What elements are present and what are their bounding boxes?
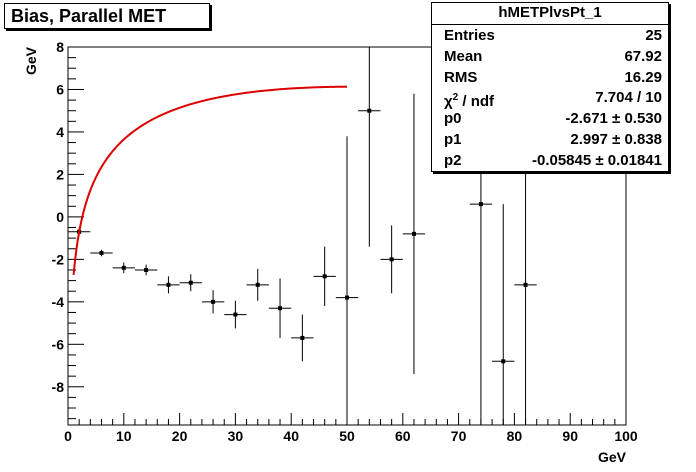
point-marker xyxy=(322,274,327,279)
y-tick-label: -6 xyxy=(52,336,65,352)
stats-label: p0 xyxy=(444,110,462,128)
point-marker xyxy=(411,231,416,236)
x-tick-label: 30 xyxy=(228,428,244,444)
y-tick-label: 0 xyxy=(56,209,64,225)
y-axis-label: GeV xyxy=(23,46,39,75)
point-marker xyxy=(188,280,193,285)
y-tick-label: -2 xyxy=(52,251,65,267)
chart-title: Bias, Parallel MET xyxy=(4,3,210,29)
stats-row: p0 -2.671 ± 0.530 xyxy=(432,108,668,129)
stats-row: p2 -0.05845 ± 0.01841 xyxy=(432,150,668,171)
point-marker xyxy=(166,282,171,287)
data-point xyxy=(402,93,426,375)
data-point xyxy=(112,262,135,274)
point-marker xyxy=(501,359,506,364)
point-marker xyxy=(345,295,349,300)
data-point xyxy=(179,274,202,292)
point-marker xyxy=(211,299,216,304)
data-point xyxy=(358,47,381,247)
data-point xyxy=(157,276,180,294)
stats-title: hMETPlvsPt_1 xyxy=(432,3,668,25)
x-tick-label: 70 xyxy=(451,428,467,444)
point-marker xyxy=(389,257,394,262)
data-point xyxy=(201,290,225,314)
stats-label: p2 xyxy=(444,151,462,169)
y-tick-label: -8 xyxy=(52,379,65,395)
data-point xyxy=(90,249,113,257)
x-tick-label: 0 xyxy=(64,428,72,444)
y-tick-label: 2 xyxy=(56,166,64,182)
point-marker xyxy=(144,267,149,272)
point-marker xyxy=(278,306,283,311)
point-marker xyxy=(255,282,260,287)
stats-value: 2.997 ± 0.838 xyxy=(570,130,662,148)
x-tick-label: 80 xyxy=(507,428,523,444)
y-tick-label: -4 xyxy=(52,294,65,310)
data-point xyxy=(514,131,537,425)
point-marker xyxy=(478,202,483,207)
stats-box: hMETPlvsPt_1 Entries 25 Mean 67.92 RMS 16.29 χ… xyxy=(431,2,669,172)
point-marker xyxy=(300,335,305,340)
x-tick-label: 40 xyxy=(283,428,299,444)
x-tick-label: 50 xyxy=(339,428,355,444)
stats-value: 67.92 xyxy=(624,47,662,65)
data-point xyxy=(335,136,359,425)
stats-label: RMS xyxy=(444,68,478,86)
y-tick-label: 6 xyxy=(56,81,64,97)
stats-value: 7.704 / 10 xyxy=(595,89,662,107)
stats-value: -0.05845 ± 0.01841 xyxy=(531,151,662,169)
stats-label: Entries xyxy=(444,27,495,44)
stats-row: Mean 67.92 xyxy=(432,46,668,67)
stats-label: Mean xyxy=(444,47,483,65)
data-point xyxy=(134,264,158,276)
stats-row: p1 2.997 ± 0.838 xyxy=(432,129,668,150)
point-marker xyxy=(99,250,104,255)
data-point xyxy=(313,246,336,307)
x-axis: 0 10 20 30 40 50 60 70 80 90 100 xyxy=(64,413,638,444)
fit-curve xyxy=(72,85,348,275)
point-marker xyxy=(233,312,238,317)
stats-row: RMS 16.29 xyxy=(432,67,668,88)
point-marker xyxy=(121,265,126,270)
data-point xyxy=(268,278,292,338)
x-tick-label: 100 xyxy=(614,428,638,444)
stats-value: 16.29 xyxy=(624,68,662,86)
point-marker xyxy=(523,282,528,287)
stats-row: Entries 25 xyxy=(432,25,668,46)
x-tick-label: 10 xyxy=(116,428,132,444)
y-tick-label: 4 xyxy=(56,124,64,140)
stats-value: 25 xyxy=(645,27,662,44)
x-tick-label: 60 xyxy=(395,428,411,444)
data-point xyxy=(291,314,314,362)
point-marker xyxy=(367,108,372,113)
data-point xyxy=(246,268,269,301)
stats-label: χ2 / ndf xyxy=(444,92,495,111)
data-points xyxy=(68,47,537,425)
stats-label: p1 xyxy=(444,130,462,148)
y-tick-label: 8 xyxy=(56,39,64,55)
data-point xyxy=(492,204,515,425)
data-point xyxy=(380,225,403,294)
stats-row: χ2 / ndf 7.704 / 10 xyxy=(432,87,668,111)
data-point xyxy=(224,300,247,329)
stats-value: -2.671 ± 0.530 xyxy=(565,110,662,128)
x-axis-label: GeV xyxy=(598,449,627,465)
x-tick-label: 20 xyxy=(172,428,188,444)
y-axis: -8 -6 -4 -2 0 2 4 6 8 xyxy=(52,39,84,420)
x-tick-label: 90 xyxy=(562,428,578,444)
